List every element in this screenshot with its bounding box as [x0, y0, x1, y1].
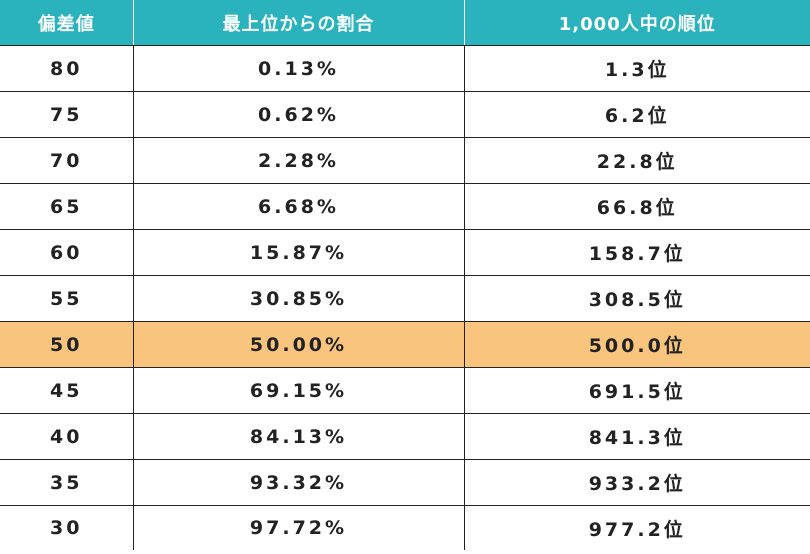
deviation-cell: 70 — [0, 137, 134, 184]
table-body: 80 0.13% 1.3位 75 0.62% 6.2位 70 2.28% 22.… — [0, 45, 810, 550]
header-rank-per-1000: 1,000人中の順位 — [464, 0, 810, 46]
rank-cell: 500.0位 — [464, 321, 810, 368]
table-header: 偏差値 最上位からの割合 1,000人中の順位 — [0, 0, 810, 46]
deviation-cell: 65 — [0, 183, 134, 230]
table-row: 80 0.13% 1.3位 — [0, 45, 810, 92]
ratio-cell: 0.62% — [133, 91, 465, 138]
rank-cell: 841.3位 — [464, 413, 810, 460]
header-deviation: 偏差値 — [0, 0, 134, 46]
ratio-cell: 84.13% — [133, 413, 465, 460]
deviation-cell: 80 — [0, 45, 134, 92]
table-row: 45 69.15% 691.5位 — [0, 367, 810, 414]
rank-cell: 66.8位 — [464, 183, 810, 230]
ratio-cell: 2.28% — [133, 137, 465, 184]
ratio-cell: 6.68% — [133, 183, 465, 230]
rank-cell: 1.3位 — [464, 45, 810, 92]
ratio-cell: 93.32% — [133, 459, 465, 506]
rank-cell: 6.2位 — [464, 91, 810, 138]
ratio-cell: 0.13% — [133, 45, 465, 92]
deviation-cell: 35 — [0, 459, 134, 506]
rank-cell: 933.2位 — [464, 459, 810, 506]
deviation-cell: 60 — [0, 229, 134, 276]
deviation-cell: 55 — [0, 275, 134, 322]
rank-cell: 308.5位 — [464, 275, 810, 322]
table-row: 60 15.87% 158.7位 — [0, 229, 810, 276]
header-row: 偏差値 最上位からの割合 1,000人中の順位 — [0, 0, 810, 46]
deviation-cell: 75 — [0, 91, 134, 138]
table-row-highlighted: 50 50.00% 500.0位 — [0, 321, 810, 368]
rank-cell: 691.5位 — [464, 367, 810, 414]
ratio-cell: 15.87% — [133, 229, 465, 276]
ratio-cell: 69.15% — [133, 367, 465, 414]
ratio-cell: 30.85% — [133, 275, 465, 322]
table-row: 70 2.28% 22.8位 — [0, 137, 810, 184]
deviation-cell: 50 — [0, 321, 134, 368]
table-row: 65 6.68% 66.8位 — [0, 183, 810, 230]
table-row: 30 97.72% 977.2位 — [0, 505, 810, 550]
table-row: 40 84.13% 841.3位 — [0, 413, 810, 460]
rank-cell: 22.8位 — [464, 137, 810, 184]
table-row: 55 30.85% 308.5位 — [0, 275, 810, 322]
ratio-cell: 97.72% — [133, 505, 465, 550]
deviation-cell: 45 — [0, 367, 134, 414]
header-top-ratio: 最上位からの割合 — [133, 0, 465, 46]
table-row: 75 0.62% 6.2位 — [0, 91, 810, 138]
ratio-cell: 50.00% — [133, 321, 465, 368]
deviation-cell: 30 — [0, 505, 134, 550]
deviation-cell: 40 — [0, 413, 134, 460]
rank-cell: 158.7位 — [464, 229, 810, 276]
rank-cell: 977.2位 — [464, 505, 810, 550]
table-row: 35 93.32% 933.2位 — [0, 459, 810, 506]
